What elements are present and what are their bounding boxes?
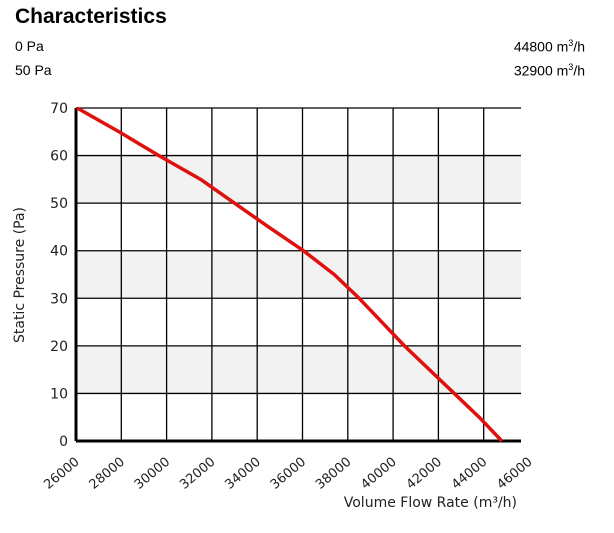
y-tick-label: 50	[50, 196, 68, 212]
x-tick-label: 34000	[222, 455, 263, 493]
x-tick-label: 44000	[449, 455, 490, 493]
x-tick-label: 42000	[404, 455, 445, 493]
y-axis-label: Static Pressure (Pa)	[12, 207, 28, 343]
flow-value: 32900 m3/h	[513, 62, 585, 79]
y-tick-label: 70	[50, 101, 68, 117]
grid-band	[76, 155, 521, 204]
x-tick-label: 28000	[87, 455, 128, 493]
y-tick-label: 10	[50, 386, 68, 402]
x-tick-label: 46000	[494, 455, 535, 493]
x-tick-label: 40000	[358, 455, 399, 493]
y-tick-label: 20	[50, 339, 68, 355]
x-axis-label: Volume Flow Rate (m³/h)	[344, 495, 517, 511]
chart-title: Characteristics	[15, 5, 167, 28]
x-tick-label: 32000	[177, 455, 218, 493]
grid-band	[76, 250, 521, 299]
pressure-label: 50 Pa	[15, 62, 52, 78]
y-tick-label: 0	[59, 434, 68, 450]
summary-row-50pa: 50 Pa 32900 m3/h	[15, 62, 585, 79]
x-tick-label: 36000	[268, 455, 309, 493]
grid-band	[76, 345, 521, 394]
y-tick-label: 30	[50, 291, 68, 307]
x-tick-label: 30000	[132, 455, 173, 493]
flow-value: 44800 m3/h	[513, 38, 585, 55]
x-tick-label: 26000	[41, 455, 82, 493]
y-tick-label: 40	[50, 244, 68, 260]
series-line	[76, 106, 504, 443]
y-tick-label: 60	[50, 149, 68, 165]
x-tick-label: 38000	[313, 455, 354, 493]
summary-row-0pa: 0 Pa 44800 m3/h	[15, 38, 585, 55]
pressure-label: 0 Pa	[15, 38, 44, 54]
